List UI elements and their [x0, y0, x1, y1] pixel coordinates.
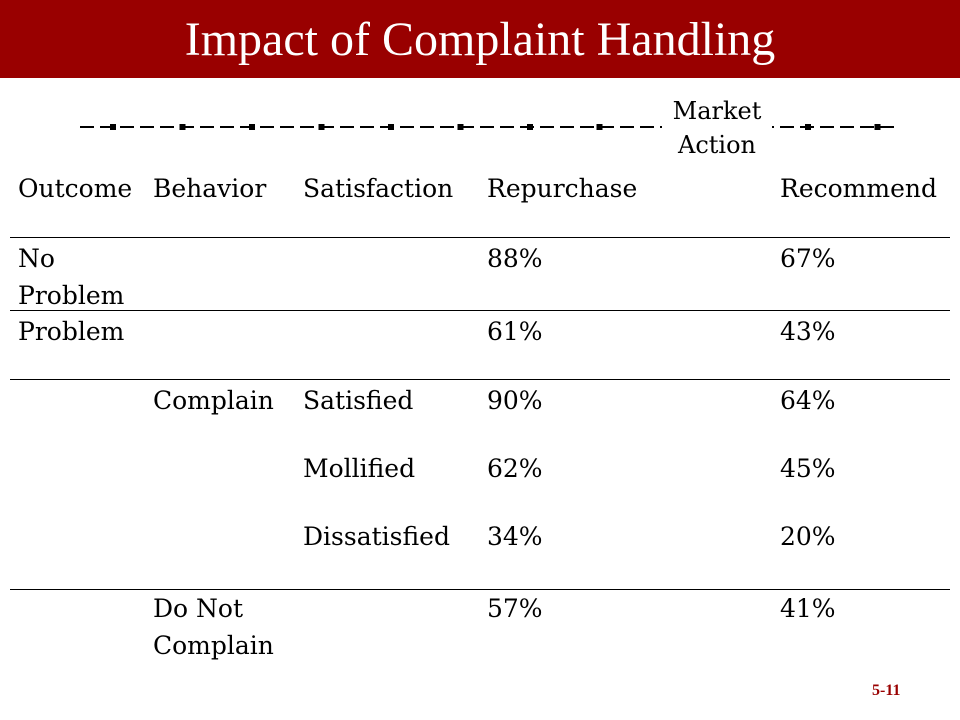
cell-outcome-no-problem: No Problem	[18, 244, 125, 310]
table-rule	[10, 379, 950, 380]
cell-recommend: 20%	[780, 522, 836, 551]
market-action-dashed-line	[80, 124, 900, 130]
cell-recommend: 64%	[780, 386, 836, 415]
cell-repurchase: 57%	[487, 594, 543, 623]
cell-recommend: 41%	[780, 594, 836, 623]
header-outcome: Outcome	[18, 174, 133, 203]
dash-tick-mark	[457, 124, 464, 130]
table-rule	[10, 589, 950, 590]
cell-behavior-complain: Complain	[153, 386, 274, 415]
header-satisfaction: Satisfaction	[303, 174, 454, 203]
table-rule	[10, 237, 950, 238]
dash-tick-mark	[805, 124, 811, 130]
header-repurchase: Repurchase	[487, 174, 638, 203]
table-rule	[10, 310, 950, 311]
header-recommend: Recommend	[780, 174, 937, 203]
dash-tick-mark	[874, 124, 881, 130]
cell-recommend: 43%	[780, 317, 836, 346]
dash-tick-mark	[249, 124, 255, 130]
header-behavior: Behavior	[153, 174, 267, 203]
dash-tick-mark	[110, 124, 116, 130]
market-action-label: Market Action	[662, 94, 772, 162]
cell-recommend: 67%	[780, 244, 836, 273]
slide-title: Impact of Complaint Handling	[184, 13, 776, 66]
cell-satisfaction-dissatisfied: Dissatisfied	[303, 522, 450, 551]
cell-satisfaction-satisfied: Satisfied	[303, 386, 414, 415]
cell-repurchase: 62%	[487, 454, 543, 483]
dash-tick-mark	[527, 124, 533, 130]
cell-repurchase: 88%	[487, 244, 543, 273]
cell-repurchase: 34%	[487, 522, 543, 551]
cell-recommend: 45%	[780, 454, 836, 483]
cell-repurchase: 61%	[487, 317, 543, 346]
cell-behavior-do-not-complain: Do Not Complain	[153, 594, 274, 660]
cell-satisfaction-mollified: Mollified	[303, 454, 416, 483]
dash-tick-mark	[388, 124, 394, 130]
cell-repurchase: 90%	[487, 386, 543, 415]
dash-tick-mark	[179, 124, 186, 130]
dash-tick-mark	[318, 124, 325, 130]
title-bar	[0, 0, 960, 78]
slide-number: 5-11	[872, 682, 901, 699]
dash-tick-mark	[596, 124, 603, 130]
cell-outcome-problem: Problem	[18, 317, 125, 346]
